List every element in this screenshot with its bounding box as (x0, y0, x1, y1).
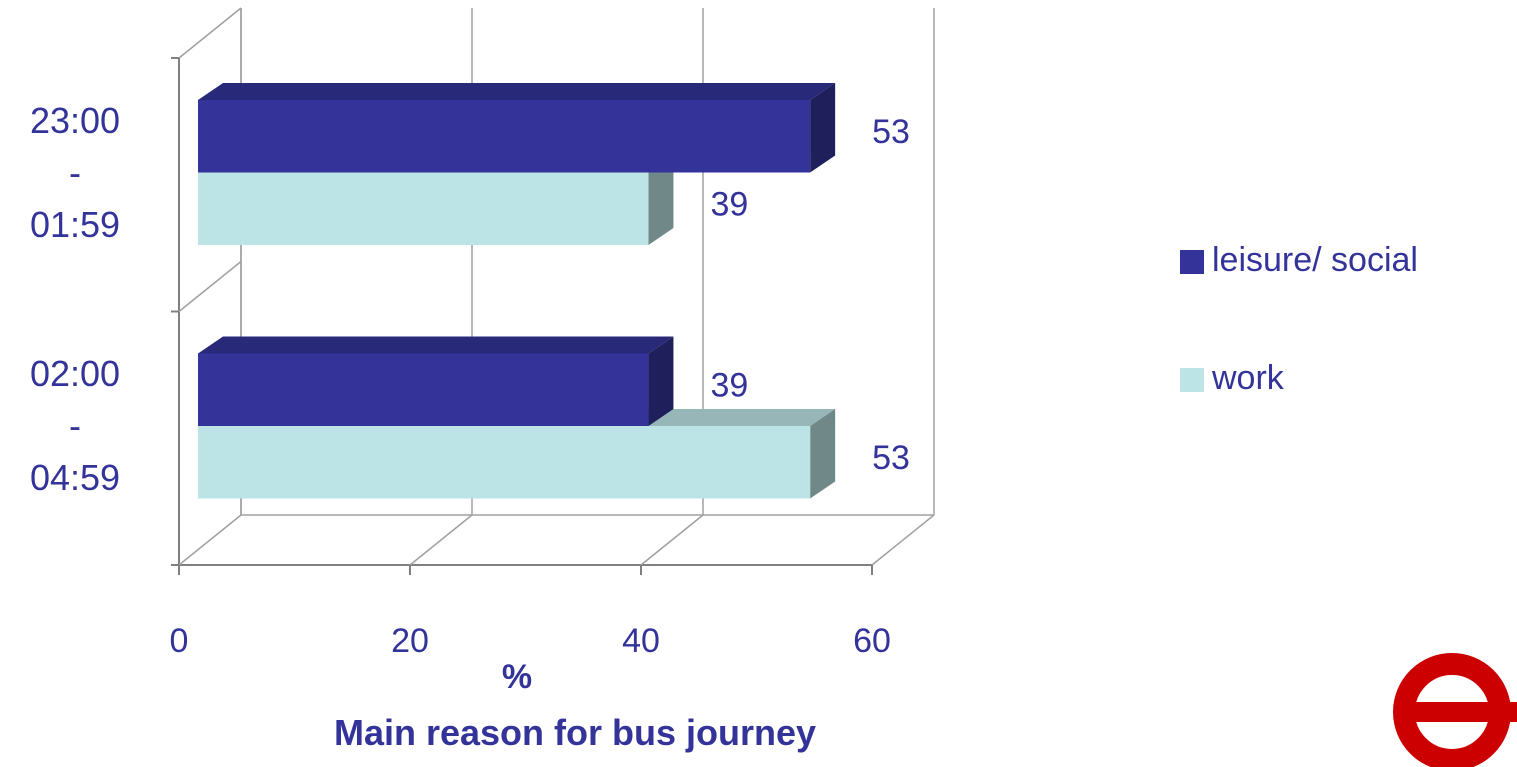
bar-side (810, 409, 836, 499)
grid-line (409, 514, 473, 566)
x-tick-label: 40 (622, 622, 660, 660)
x-axis-label: % (502, 658, 532, 696)
wall-edge (178, 7, 242, 59)
chart-title: Main reason for bus journey (334, 712, 816, 753)
x-tick-label: 0 (170, 622, 189, 660)
logo (1393, 653, 1517, 767)
bar-top (198, 83, 836, 100)
bar-side (648, 155, 674, 245)
x-tick-label: 20 (391, 622, 429, 660)
x-tick-label: 60 (853, 622, 891, 660)
bar-side (648, 336, 674, 426)
grid-line (871, 514, 935, 566)
value-label: 53 (872, 113, 910, 151)
wall-edge (178, 260, 242, 313)
logo-bar (1395, 702, 1517, 722)
bar-front (198, 426, 811, 499)
bar-front (198, 353, 649, 426)
y-tick-label: 23:00 - 01:59 (29, 99, 121, 245)
bar (198, 336, 674, 426)
bar-front (198, 172, 649, 245)
value-label: 39 (710, 186, 748, 224)
legend-swatch (1180, 368, 1204, 392)
value-label: 53 (872, 439, 910, 477)
bar-side (810, 83, 836, 173)
grid-line (178, 514, 242, 566)
legend-label: work (1211, 359, 1285, 397)
bar-top (198, 336, 674, 354)
y-tick-label: 02:00 - 04:59 (29, 353, 121, 498)
legend-label: leisure/ social (1212, 241, 1418, 279)
grid-line (640, 514, 704, 566)
value-label: 39 (710, 367, 748, 405)
bar (198, 83, 836, 173)
legend-swatch (1180, 250, 1204, 274)
bar-front (198, 100, 811, 173)
